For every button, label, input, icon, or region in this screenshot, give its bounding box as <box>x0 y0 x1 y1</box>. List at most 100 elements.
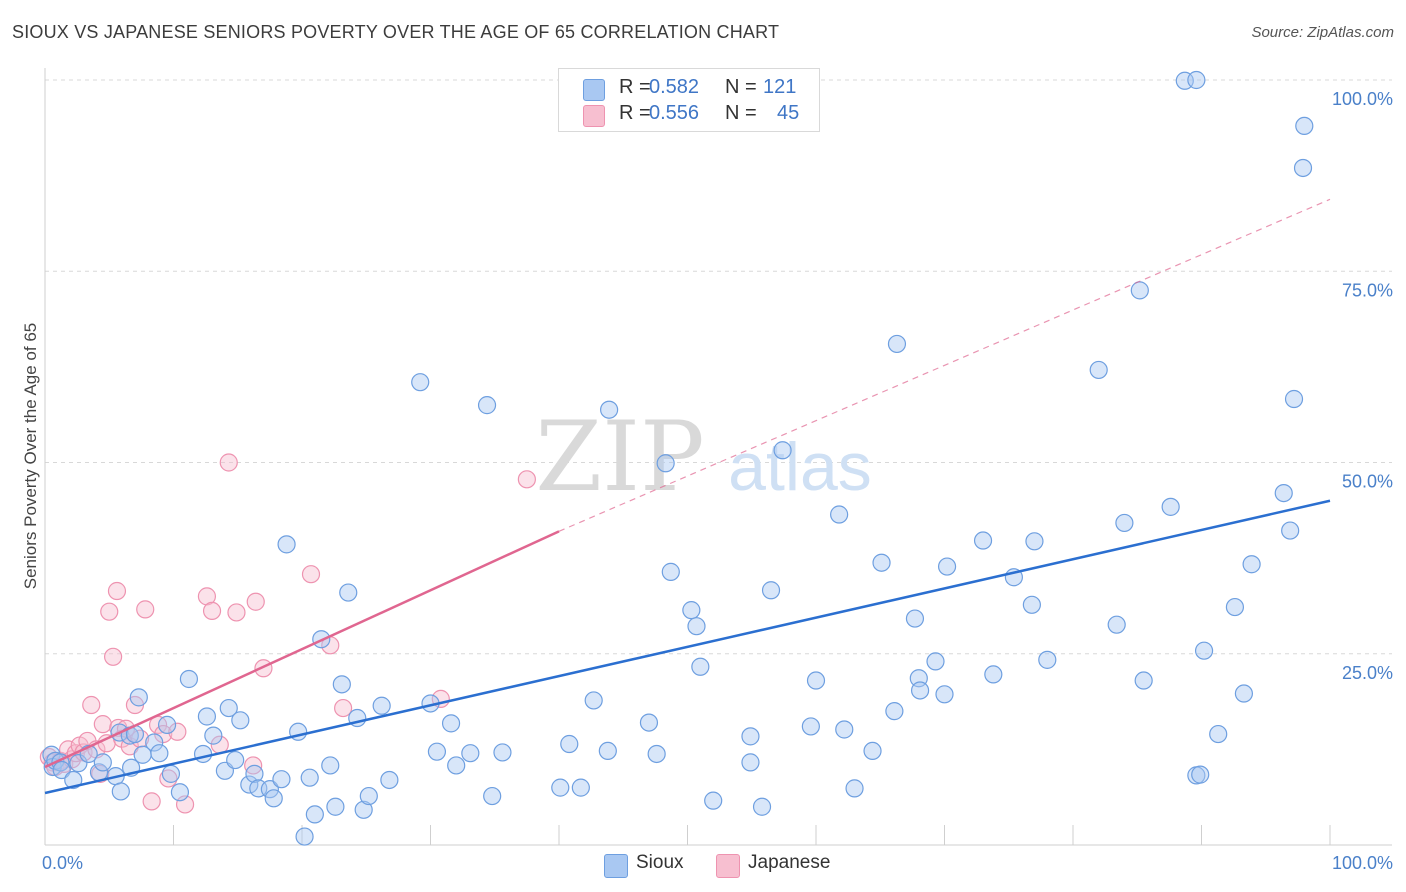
sioux-point <box>872 553 891 572</box>
sioux-point <box>806 671 826 690</box>
sioux-point <box>801 717 820 736</box>
japanese-point <box>202 601 222 621</box>
sioux-point <box>264 789 283 808</box>
sioux-legend-label: Sioux <box>636 852 684 873</box>
sioux-point <box>1234 684 1254 703</box>
sioux-point <box>427 742 447 761</box>
sioux-point <box>647 744 666 764</box>
sioux-point <box>493 743 512 762</box>
sioux-point <box>483 786 502 806</box>
sioux-point <box>926 652 945 671</box>
sioux-point <box>830 505 849 524</box>
sioux-point <box>295 827 314 846</box>
sioux-point <box>887 334 907 354</box>
sioux-point <box>179 669 199 689</box>
japanese-n-value: 45 <box>777 102 800 124</box>
sioux-point <box>910 681 930 700</box>
sioux-point <box>1161 497 1180 516</box>
japanese-point <box>517 470 536 489</box>
sioux-point <box>1225 597 1245 617</box>
n-label: N = <box>725 102 757 124</box>
sioux-point <box>752 797 772 816</box>
sioux-point <box>639 713 659 732</box>
japanese-legend-label: Japanese <box>748 852 831 873</box>
sioux-point <box>150 744 169 763</box>
sioux-point <box>845 779 864 798</box>
sioux-point <box>461 744 480 763</box>
y-axis-label: Seniors Poverty Over the Age of 65 <box>21 323 40 589</box>
sioux-point <box>584 691 603 710</box>
sioux-point <box>1187 70 1206 90</box>
sioux-n-value: 121 <box>763 76 797 98</box>
japanese-legend-swatch <box>716 854 740 878</box>
sioux-point <box>905 609 925 628</box>
sioux-point <box>161 764 181 783</box>
sioux-point <box>863 741 882 761</box>
sioux-point <box>359 786 378 806</box>
sioux-point <box>1089 360 1108 380</box>
r-label: R = <box>619 76 651 98</box>
japanese-swatch <box>583 105 605 127</box>
sioux-point <box>682 601 701 620</box>
sioux-r-value: 0.582 <box>649 76 700 98</box>
japanese-point <box>334 698 353 718</box>
sioux-point <box>937 557 957 576</box>
sioux-point <box>773 441 792 460</box>
sioux-point <box>157 715 177 734</box>
sioux-point <box>305 805 324 824</box>
sioux-point <box>984 665 1003 684</box>
sioux-point <box>551 778 570 797</box>
sioux-point <box>1025 532 1044 551</box>
japanese-point <box>246 592 265 611</box>
japanese-points <box>39 453 536 814</box>
japanese-point <box>142 792 161 811</box>
sioux-point <box>1295 116 1314 136</box>
watermark-atlas: atlas <box>728 429 872 505</box>
sioux-point <box>240 775 259 794</box>
sioux-point <box>372 696 391 715</box>
labels-layer: 25.0% 50.0% 75.0% 100.0% 0.0% 100.0% <box>42 89 1393 873</box>
x-tick-label-max: 100.0% <box>1332 853 1393 873</box>
sioux-point <box>380 770 399 790</box>
japanese-trend-line <box>44 530 560 769</box>
sioux-point <box>560 734 579 754</box>
japanese-point <box>168 722 187 741</box>
sioux-point <box>145 733 164 752</box>
sioux-point <box>204 726 223 745</box>
watermark: ZIP atlas <box>535 401 871 513</box>
japanese-point <box>301 565 321 584</box>
sioux-point <box>197 707 217 726</box>
sioux-point <box>1194 641 1214 660</box>
sioux-point <box>571 778 590 797</box>
sioux-point <box>300 768 319 787</box>
stats-legend: R = 0.582 N = 121 R = 0.556 N = 45 <box>558 68 820 132</box>
sioux-point <box>600 400 619 419</box>
trend-layer <box>44 198 1331 795</box>
sioux-point <box>411 373 430 392</box>
chart-title: SIOUX VS JAPANESE SENIORS POVERTY OVER T… <box>12 22 780 42</box>
japanese-point <box>104 647 123 666</box>
sioux-point <box>1134 671 1153 690</box>
sioux-point <box>321 756 340 775</box>
sioux-point <box>326 797 345 816</box>
sioux-point <box>741 727 760 746</box>
sioux-point <box>272 770 291 789</box>
sioux-point <box>687 617 706 636</box>
sioux-point <box>835 720 854 739</box>
sioux-point <box>1274 484 1293 503</box>
sioux-point <box>129 688 148 707</box>
sioux-point <box>226 750 245 770</box>
sioux-point <box>935 685 954 704</box>
sioux-point <box>64 770 83 790</box>
x-tick-label-min: 0.0% <box>42 853 83 873</box>
sioux-point <box>193 744 213 764</box>
sioux-point <box>1209 724 1228 744</box>
sioux-point <box>704 791 723 810</box>
n-label: N = <box>725 76 757 98</box>
sioux-point <box>656 454 675 473</box>
sioux-point <box>219 698 238 718</box>
sioux-point <box>332 675 351 694</box>
sioux-point <box>1107 615 1126 634</box>
r-label: R = <box>619 102 651 124</box>
